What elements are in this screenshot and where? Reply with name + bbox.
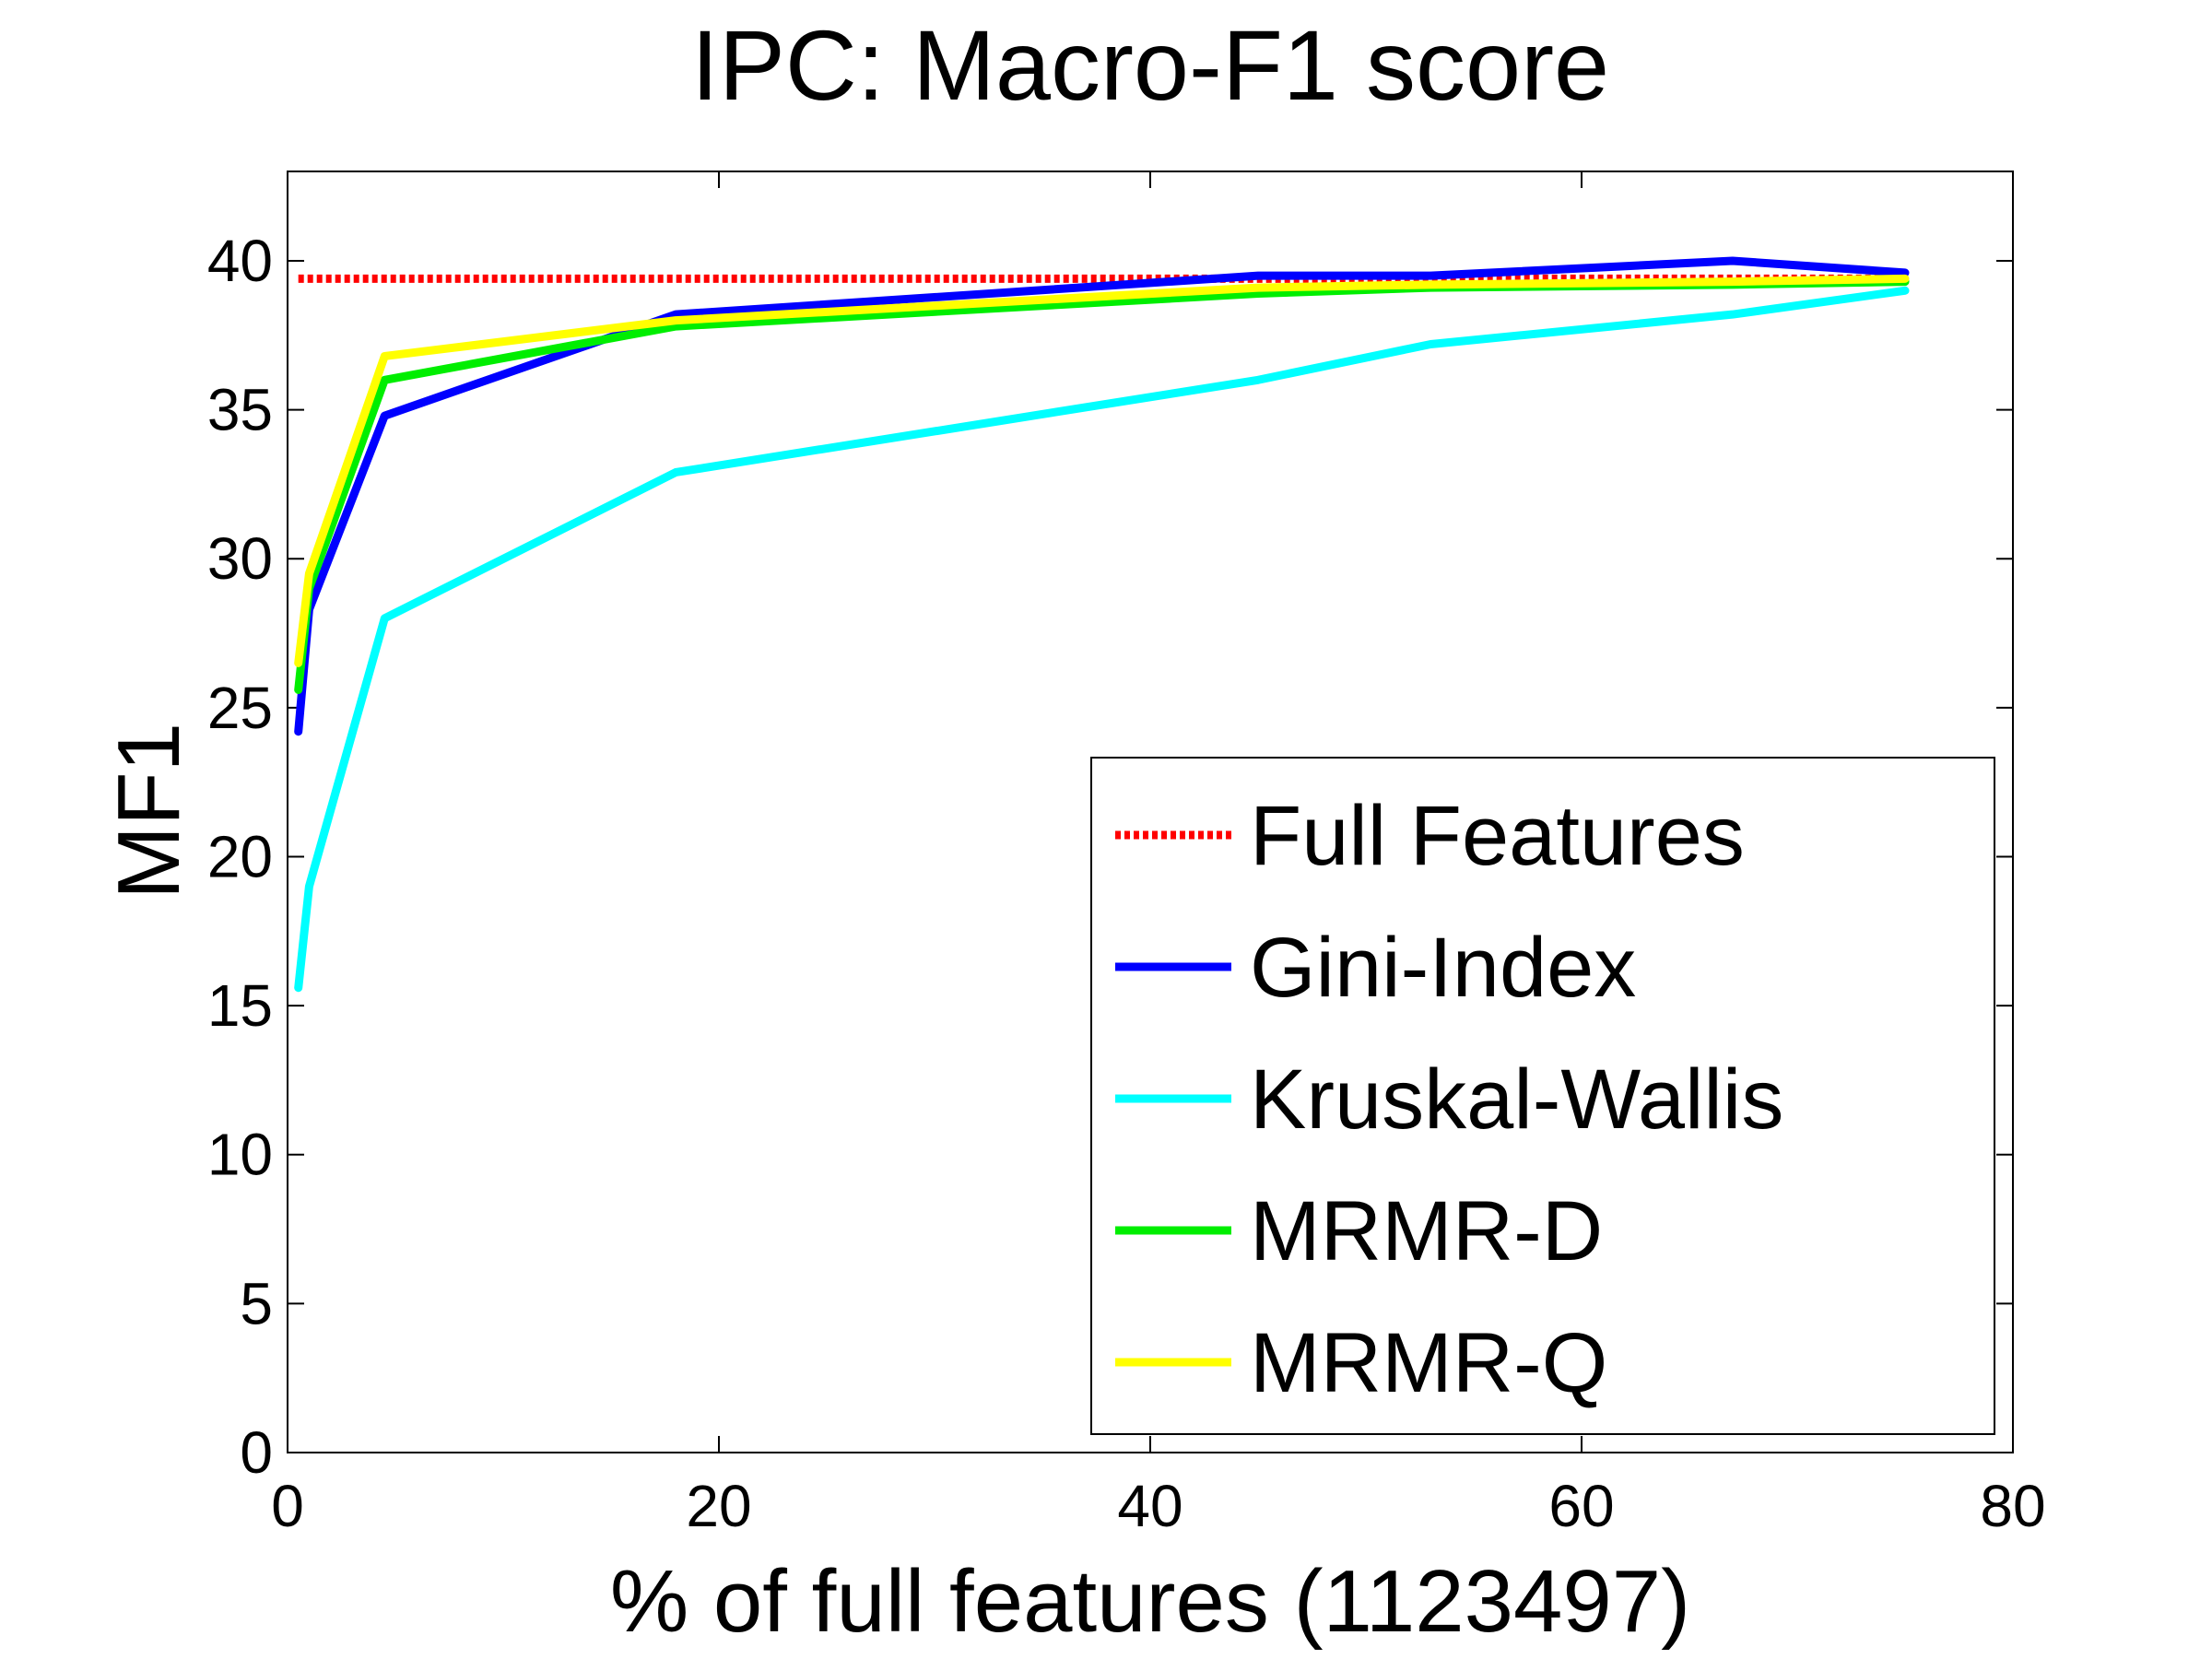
x-tick-label: 40: [1117, 1473, 1182, 1539]
series-group: [294, 256, 1910, 993]
y-tick-label: 0: [240, 1419, 273, 1486]
legend-label: Kruskal-Wallis: [1250, 1053, 1783, 1147]
chart-title: IPC: Macro-F1 score: [691, 9, 1609, 121]
x-tick-label: 20: [686, 1473, 751, 1539]
x-tick-label: 0: [271, 1473, 304, 1539]
y-tick-label: 25: [207, 675, 273, 741]
legend-label: MRMR-Q: [1250, 1316, 1607, 1410]
y-tick-label: 40: [207, 228, 273, 294]
x-tick-label: 60: [1548, 1473, 1614, 1539]
plot-area: 0 20 40 60 80 0 5 10 15 20 25 30 35 40: [207, 171, 2046, 1539]
x-tick-label: 80: [1980, 1473, 2045, 1539]
legend: Full Features Gini-Index Kruskal-Wallis MRM…: [1090, 757, 1995, 1435]
legend-label: MRMR-D: [1250, 1184, 1603, 1278]
legend-box: [1090, 757, 1995, 1435]
y-axis-label: MF1: [100, 723, 198, 900]
legend-label: Gini-Index: [1250, 921, 1636, 1015]
y-axis: 0 5 10 15 20 25 30 35 40: [207, 228, 2013, 1486]
y-tick-label: 30: [207, 525, 273, 592]
y-tick-label: 35: [207, 377, 273, 443]
y-tick-label: 10: [207, 1122, 273, 1188]
y-tick-label: 20: [207, 823, 273, 889]
y-tick-label: 5: [240, 1270, 273, 1336]
series-line-mrmr-q: [294, 274, 1910, 667]
x-axis: 0 20 40 60 80: [271, 171, 2046, 1539]
x-axis-label: % of full features (1123497): [610, 1552, 1690, 1651]
y-tick-label: 15: [207, 972, 273, 1039]
series-line-kruskal-wallis: [294, 286, 1910, 993]
legend-label: Full Features: [1250, 789, 1745, 883]
series-line-gini-index: [294, 256, 1910, 736]
